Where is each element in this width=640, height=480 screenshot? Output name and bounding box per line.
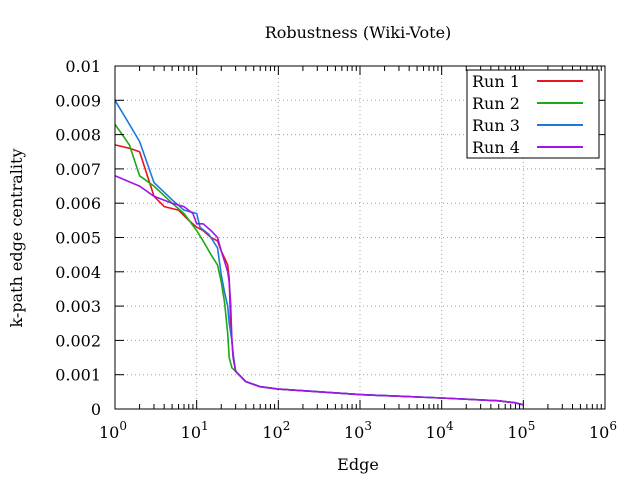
x-tick-label: 101 (181, 419, 209, 442)
x-tick-label: 102 (262, 419, 290, 442)
y-tick-label: 0.008 (55, 126, 101, 145)
legend-label-run-3: Run 3 (472, 116, 520, 135)
y-tick-label: 0.007 (55, 160, 101, 179)
y-tick-label: 0.003 (55, 297, 101, 316)
y-tick-label: 0.002 (55, 331, 101, 350)
y-tick-label: 0 (91, 400, 101, 419)
x-tick-label: 106 (589, 419, 617, 442)
y-tick-label: 0.006 (55, 194, 101, 213)
x-tick-label: 104 (426, 419, 454, 442)
y-tick-label: 0.004 (55, 263, 101, 282)
y-axis-title: k-path edge centrality (7, 149, 26, 328)
legend-box (466, 69, 600, 159)
legend-label-run-4: Run 4 (472, 138, 520, 157)
y-tick-label: 0.009 (55, 91, 101, 110)
x-tick-label: 103 (344, 419, 372, 442)
x-tick-label: 105 (507, 419, 535, 442)
legend-label-run-1: Run 1 (472, 72, 520, 91)
axes: 0 0.001 0.002 0.003 0.004 0.005 0.006 0.007 0.00… (55, 57, 617, 442)
legend: Run 1 Run 2 Run 3 Run 4 (466, 69, 600, 159)
y-tick-label: 0.001 (55, 366, 101, 385)
legend-label-run-2: Run 2 (472, 94, 520, 113)
y-tick-label: 0.005 (55, 229, 101, 248)
x-axis-title: Edge (337, 455, 379, 474)
x-tick-label: 100 (99, 419, 127, 442)
series-line-run-4 (114, 175, 524, 406)
series-layer (114, 99, 524, 406)
y-tick-label: 0.01 (65, 57, 101, 76)
chart-title: Robustness (Wiki-Vote) (265, 23, 452, 42)
